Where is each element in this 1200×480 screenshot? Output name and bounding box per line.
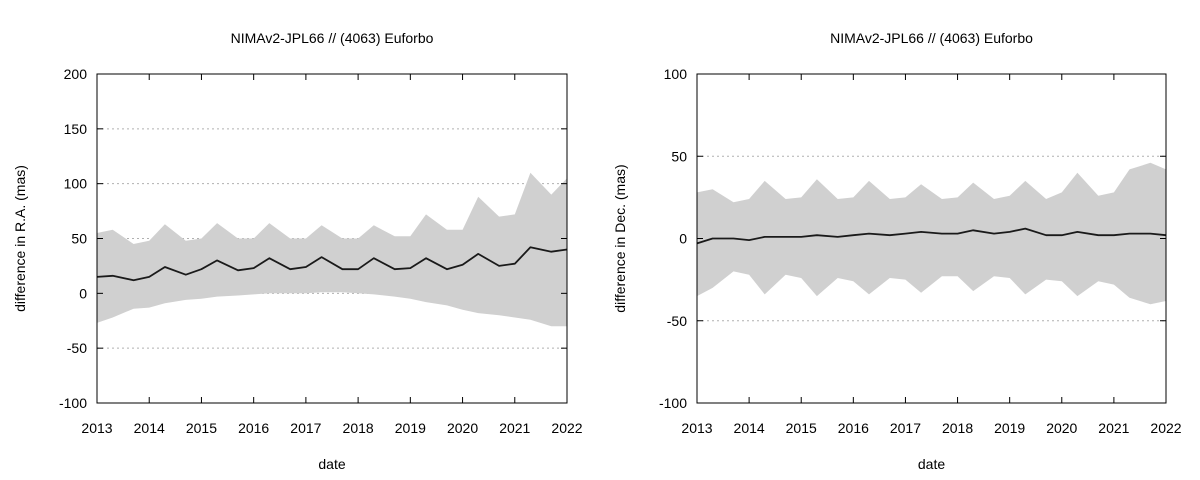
chart-ra-ytick-label: 100 — [64, 176, 88, 192]
chart-ra-line — [96, 246, 568, 282]
chart-dec: NIMAv2-JPL66 // (4063) Euforbo -100 -50 0 5… — [612, 30, 1182, 472]
chart-dec-ytick-label: 0 — [679, 231, 687, 247]
chart-ra-band — [97, 172, 567, 327]
chart-dec-xtick-label: 2020 — [1046, 420, 1077, 436]
chart-dec-xtick-label: 2018 — [942, 420, 973, 436]
chart-ra-xtick-label: 2017 — [290, 420, 321, 436]
chart-ra-uncertainty-band — [97, 172, 567, 327]
chart-ra-ytick-label: 200 — [64, 66, 88, 82]
chart-dec-xticks: 2013 2014 2015 2016 2017 2018 2019 2020 2021 2022 — [681, 74, 1182, 436]
chart-dec-xtick-label: 2022 — [1150, 420, 1181, 436]
chart-ra-xtick-label: 2016 — [238, 420, 269, 436]
chart-ra: NIMAv2-JPL66 // (4063) Euforbo -100 -50 0 5… — [12, 30, 583, 472]
chart-ra-xtick-label: 2019 — [395, 420, 426, 436]
chart-dec-xtick-label: 2019 — [994, 420, 1025, 436]
chart-ra-yticks: -100 -50 0 50 100 150 200 — [59, 66, 567, 411]
chart-ra-xlabel: date — [318, 456, 345, 472]
chart-dec-ytick-label: -100 — [659, 395, 687, 411]
chart-ra-difference-line — [96, 246, 568, 282]
chart-ra-title: NIMAv2-JPL66 // (4063) Euforbo — [231, 30, 434, 46]
chart-ra-xtick-label: 2014 — [134, 420, 165, 436]
chart-ra-xtick-label: 2021 — [499, 420, 530, 436]
chart-ra-ytick-label: -100 — [59, 395, 87, 411]
chart-ra-ylabel: difference in R.A. (mas) — [12, 165, 28, 312]
chart-dec-difference-line — [696, 227, 1167, 245]
chart-dec-xlabel: date — [918, 456, 945, 472]
chart-ra-ytick-label: 0 — [79, 285, 87, 301]
chart-ra-xtick-label: 2013 — [81, 420, 112, 436]
chart-dec-ytick-label: 50 — [671, 148, 687, 164]
chart-ra-ytick-label: -50 — [67, 340, 87, 356]
chart-dec-xtick-label: 2015 — [786, 420, 817, 436]
chart-dec-xtick-label: 2016 — [838, 420, 869, 436]
chart-dec-ytick-label: -50 — [667, 313, 687, 329]
chart-ra-xticks: 2013 2014 2015 2016 2017 2018 2019 2020 2021 2022 — [81, 74, 583, 436]
chart-dec-xtick-label: 2021 — [1098, 420, 1129, 436]
chart-dec-line — [696, 227, 1167, 245]
chart-ra-ytick-label: 150 — [64, 121, 88, 137]
chart-dec-ytick-label: 100 — [664, 66, 688, 82]
chart-ra-ytick-label: 50 — [71, 231, 87, 247]
chart-dec-xtick-label: 2014 — [734, 420, 765, 436]
chart-dec-xtick-label: 2017 — [890, 420, 921, 436]
chart-ra-xtick-label: 2015 — [186, 420, 217, 436]
chart-dec-xtick-label: 2013 — [681, 420, 712, 436]
chart-ra-xtick-label: 2020 — [447, 420, 478, 436]
chart-ra-xtick-label: 2018 — [343, 420, 374, 436]
chart-dec-yticks: -100 -50 0 50 100 — [659, 66, 1166, 411]
chart-ra-xtick-label: 2022 — [551, 420, 582, 436]
chart-dec-ylabel: difference in Dec. (mas) — [612, 164, 628, 312]
chart-dec-title: NIMAv2-JPL66 // (4063) Euforbo — [830, 30, 1033, 46]
